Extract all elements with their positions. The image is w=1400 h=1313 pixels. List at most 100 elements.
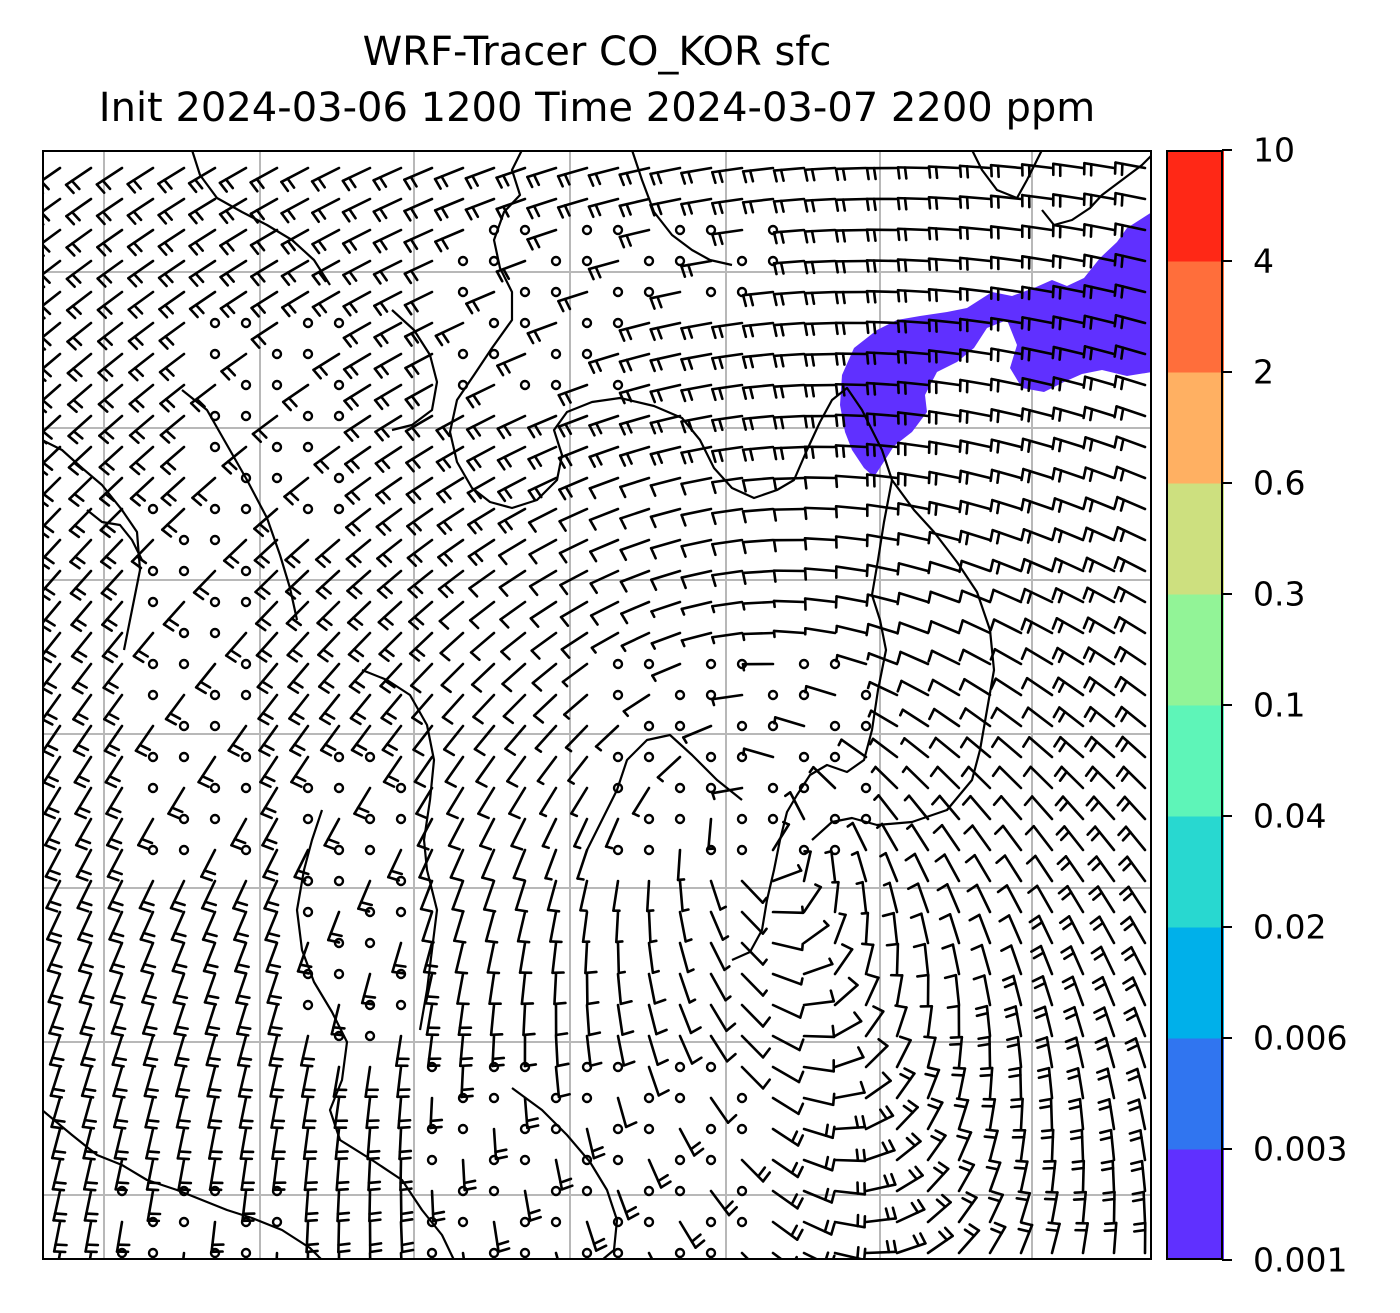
colorbar-level-label: 0.003 — [1253, 1129, 1348, 1169]
calm-wind-marker — [736, 751, 748, 763]
wind-barb — [1113, 252, 1147, 269]
wind-barb — [1013, 1159, 1029, 1193]
wind-barb — [833, 1148, 867, 1163]
wind-barb — [47, 972, 64, 1006]
wind-barb — [1051, 527, 1085, 544]
wind-barb — [1113, 374, 1147, 391]
calm-wind-marker — [147, 1216, 159, 1228]
wind-barb — [1020, 193, 1054, 209]
calm-wind-marker — [705, 782, 717, 794]
calm-wind-marker — [612, 1247, 624, 1259]
wind-barb — [411, 693, 434, 725]
calm-wind-marker — [643, 658, 655, 670]
wind-barb — [1113, 283, 1147, 299]
wind-barb — [1113, 191, 1147, 207]
wind-barb — [964, 853, 992, 883]
calm-wind-marker — [395, 999, 407, 1011]
wind-barb — [576, 848, 589, 881]
wind-barb — [69, 538, 93, 570]
colorbar-segment — [1166, 816, 1224, 928]
wind-barb — [397, 1096, 412, 1130]
calm-wind-marker — [519, 286, 531, 298]
wind-barb — [372, 228, 403, 254]
wind-barb — [959, 707, 992, 728]
wind-barb — [650, 631, 682, 650]
wind-barb — [924, 1066, 941, 1100]
calm-wind-marker — [643, 286, 655, 298]
wind-barb — [79, 1003, 96, 1037]
wind-barb — [590, 631, 620, 654]
wind-barb — [772, 259, 806, 276]
wind-barb — [465, 383, 496, 409]
wind-barb — [454, 941, 469, 975]
wind-barb — [443, 724, 465, 757]
wind-barb — [77, 910, 94, 944]
wind-barb — [1085, 795, 1116, 821]
wind-barb — [896, 441, 930, 457]
wind-barb — [1071, 1159, 1086, 1193]
wind-barb — [802, 1155, 836, 1172]
calm-wind-marker — [333, 875, 345, 887]
wind-barb — [42, 755, 62, 789]
wind-barb — [1051, 223, 1085, 239]
wind-barb — [865, 320, 899, 335]
wind-barb — [680, 476, 713, 496]
wind-barb — [983, 1128, 999, 1162]
wind-barb — [261, 817, 279, 851]
wind-barb — [554, 1251, 560, 1260]
wind-barb — [875, 822, 899, 852]
wind-barb — [74, 817, 93, 851]
wind-barb — [457, 1003, 473, 1037]
wind-barb — [539, 786, 558, 818]
calm-wind-marker — [209, 410, 221, 422]
wind-barb — [741, 445, 775, 462]
wind-barb — [523, 1189, 542, 1222]
wind-barb — [647, 1065, 670, 1097]
colorbar-segment — [1166, 705, 1224, 817]
wind-barb — [100, 569, 124, 601]
calm-wind-marker — [736, 1123, 748, 1135]
wind-barb — [556, 197, 589, 219]
wind-barb — [218, 166, 248, 193]
wind-barb — [707, 817, 716, 851]
wind-barb — [619, 538, 651, 562]
wind-barb — [257, 693, 279, 726]
wind-barb — [865, 289, 899, 304]
wind-barb — [676, 848, 686, 882]
wind-barb — [865, 351, 899, 366]
wind-barb — [866, 503, 899, 518]
wind-barb — [433, 166, 465, 190]
calm-wind-marker — [612, 844, 624, 856]
wind-barb — [42, 724, 62, 757]
calm-wind-marker — [178, 751, 190, 763]
wind-barb — [989, 588, 1023, 604]
wind-barb — [1051, 646, 1085, 666]
wind-barb — [919, 1004, 934, 1038]
wind-barb — [834, 413, 868, 428]
wind-barb — [189, 383, 217, 413]
wind-barb — [741, 166, 775, 184]
wind-barb — [66, 383, 93, 414]
wind-barb — [475, 755, 496, 788]
wind-barb — [249, 228, 279, 256]
wind-barb — [974, 1004, 992, 1038]
wind-barb — [619, 569, 651, 593]
wind-barb — [711, 228, 744, 247]
wind-barb — [159, 383, 186, 413]
colorbar-level-label: 0.3 — [1253, 574, 1306, 614]
wind-barb — [237, 1065, 254, 1099]
wind-barb — [1131, 1190, 1147, 1224]
wind-barb — [803, 597, 837, 611]
wind-barb — [864, 1139, 896, 1162]
wind-barb — [441, 693, 465, 725]
wind-barb — [802, 883, 823, 914]
wind-barb — [834, 504, 868, 519]
wind-barb — [201, 910, 218, 944]
wind-barb — [106, 848, 124, 882]
wind-barb — [771, 1158, 804, 1179]
wind-barb — [1099, 1128, 1116, 1162]
wind-barb — [472, 693, 496, 725]
wind-barb — [618, 383, 651, 405]
wind-barb — [1114, 645, 1147, 666]
wind-barb — [709, 879, 728, 911]
